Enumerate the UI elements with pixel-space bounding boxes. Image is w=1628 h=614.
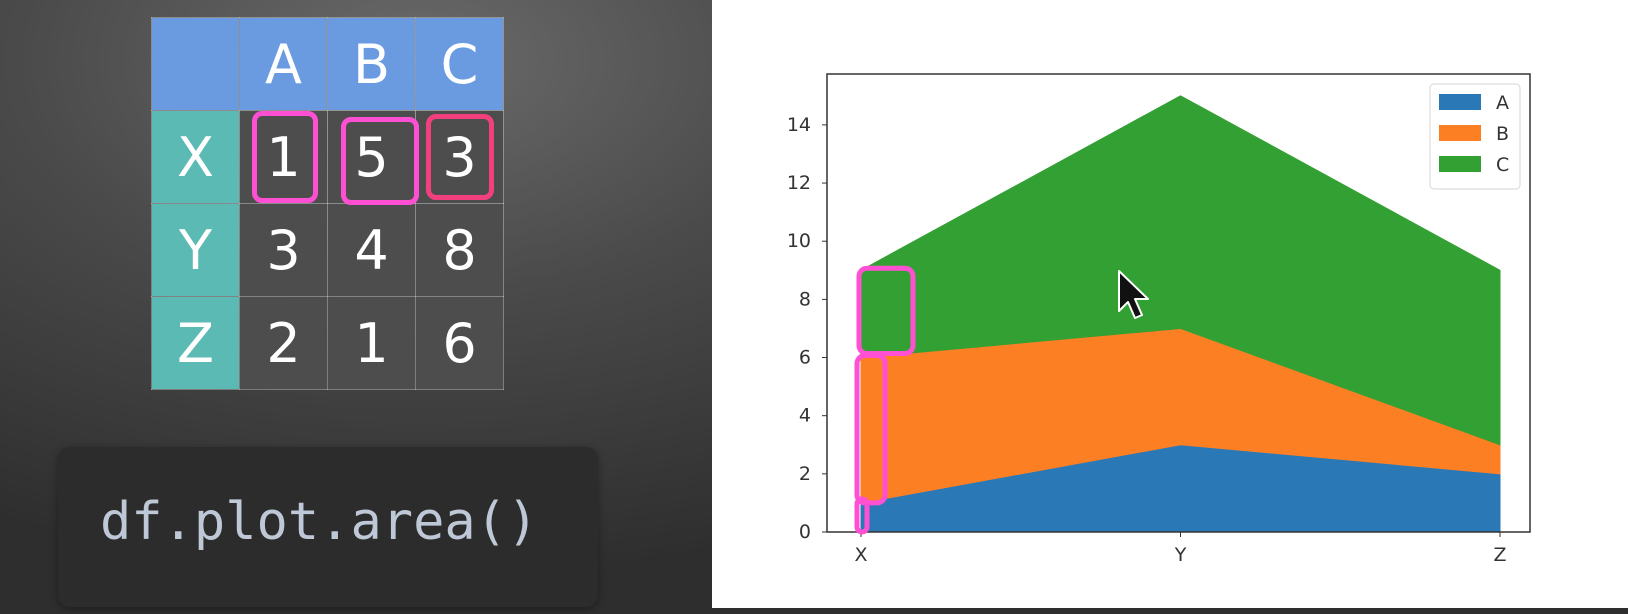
mouse-cursor-icon <box>1118 270 1149 319</box>
y-tick-label: 14 <box>787 114 811 136</box>
y-tick-label: 2 <box>799 463 811 485</box>
legend-swatch-b <box>1439 125 1481 141</box>
cell-y-a: 3 <box>239 203 328 297</box>
chart-panel: 0 2 4 6 8 10 12 14 X Y Z A B C <box>712 0 1628 608</box>
legend-swatch-a <box>1439 94 1481 110</box>
code-snippet: df.plot.area() <box>58 447 598 607</box>
dataframe-table-container: A B C X 1 5 3 Y 3 4 8 Z 2 1 6 <box>151 17 504 390</box>
legend-label-a: A <box>1496 92 1509 114</box>
legend-swatch-c <box>1439 156 1481 172</box>
table-header-row: A B C <box>151 17 504 111</box>
dataframe-table: A B C X 1 5 3 Y 3 4 8 Z 2 1 6 <box>151 17 504 390</box>
x-tick-label: X <box>854 544 867 566</box>
row-index-x: X <box>151 110 240 204</box>
legend-label-c: C <box>1496 154 1509 176</box>
plot-frame <box>826 73 1531 533</box>
area-chart: 0 2 4 6 8 10 12 14 X Y Z ABC <box>787 73 1531 566</box>
highlight-box-cell-x-c <box>426 114 494 200</box>
x-tick-label: Z <box>1493 544 1506 566</box>
table-row: Y 3 4 8 <box>151 203 504 297</box>
code-text: df.plot.area() <box>100 492 539 552</box>
cell-z-b: 1 <box>327 296 416 390</box>
highlight-box-cell-x-b <box>341 117 419 205</box>
row-index-z: Z <box>151 296 240 390</box>
y-tick-label: 12 <box>787 172 811 194</box>
x-tick-label: Y <box>1174 544 1187 566</box>
table-corner-cell <box>151 17 240 111</box>
y-tick-label: 10 <box>787 230 811 252</box>
legend-label-b: B <box>1496 123 1509 145</box>
cell-z-c: 6 <box>415 296 504 390</box>
highlight-box-area-a-x <box>854 496 870 535</box>
y-tick-label: 4 <box>799 405 811 427</box>
column-header-a: A <box>239 17 328 111</box>
column-header-b: B <box>327 17 416 111</box>
cell-y-c: 8 <box>415 203 504 297</box>
column-header-c: C <box>415 17 504 111</box>
y-tick-label: 0 <box>799 521 811 543</box>
cell-z-a: 2 <box>239 296 328 390</box>
table-row: Z 2 1 6 <box>151 296 504 390</box>
y-tick-label: 8 <box>799 288 811 310</box>
y-tick-label: 6 <box>799 347 811 369</box>
cell-y-b: 4 <box>327 203 416 297</box>
row-index-y: Y <box>151 203 240 297</box>
highlight-box-cell-x-a <box>252 111 318 203</box>
highlight-box-area-c-x <box>856 265 916 357</box>
